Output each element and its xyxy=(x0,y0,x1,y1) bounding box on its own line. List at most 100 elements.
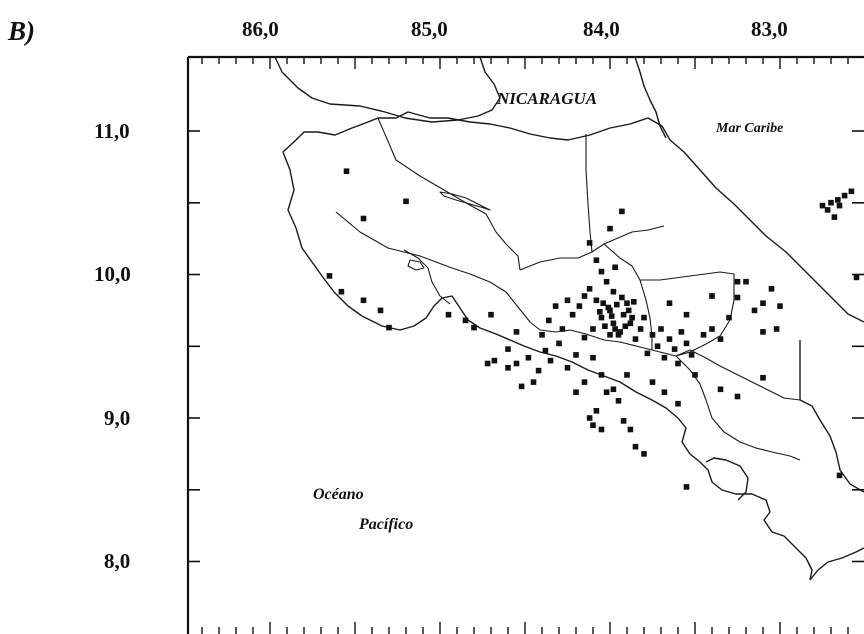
lat-tick-label-10: 10,0 xyxy=(94,262,131,286)
epicenter-marker xyxy=(622,323,629,329)
epicenter-marker xyxy=(819,202,826,209)
epicenter-marker xyxy=(831,214,838,220)
epicenter-marker xyxy=(620,311,627,318)
province-boundary-8 xyxy=(675,349,801,401)
epicenter-marker xyxy=(605,304,612,311)
epicenter-marker xyxy=(576,303,583,309)
map-frame xyxy=(186,55,864,634)
epicenter-marker xyxy=(491,357,498,364)
epicenter-marker xyxy=(841,192,848,199)
epicenter-marker xyxy=(581,293,588,299)
epicenter-marker xyxy=(625,307,632,314)
epicenter-marker xyxy=(610,386,617,393)
epicenter-marker xyxy=(542,347,549,354)
epicenter-marker xyxy=(619,294,625,301)
epicenter-marker xyxy=(593,408,600,414)
province-boundary-9 xyxy=(639,279,653,350)
lon-tick-label-83: 83,0 xyxy=(751,17,788,41)
epicenter-marker xyxy=(683,484,690,490)
lake-arenal xyxy=(439,191,491,211)
epicenter-marker xyxy=(556,340,562,347)
lat-tick-label-11: 11,0 xyxy=(94,119,130,143)
epicenter-marker xyxy=(619,208,625,215)
province-boundary-4 xyxy=(519,225,665,271)
epicenter-marker xyxy=(688,352,695,358)
epicenter-marker xyxy=(760,329,766,335)
epicenter-marker xyxy=(835,197,841,203)
epicenter-marker xyxy=(513,360,520,367)
frame-ticks xyxy=(188,57,864,634)
epicenter-marker xyxy=(597,309,603,315)
epicenter-marker xyxy=(692,372,698,378)
label-caribbean-sea: Mar Caribe xyxy=(715,121,783,136)
epicenter-marker xyxy=(678,329,685,335)
epicenter-marker xyxy=(683,340,690,347)
epicenter-marker xyxy=(649,332,656,338)
epicenter-marker xyxy=(666,336,673,342)
gulf-of-nicoya xyxy=(403,249,451,305)
epicenter-marker xyxy=(471,324,477,331)
epicenter-marker xyxy=(614,301,620,308)
epicenter-marker xyxy=(535,367,542,374)
epicenter-marker xyxy=(734,294,741,301)
coastline xyxy=(274,56,864,581)
epicenter-marker xyxy=(386,324,392,331)
epicenter-marker xyxy=(666,300,673,306)
label-pacific-ocean-1: Océano xyxy=(313,486,364,503)
epicenter-marker xyxy=(773,326,780,332)
epicenter-marker xyxy=(581,334,588,341)
epicenter-marker xyxy=(824,207,831,213)
epicenter-marker xyxy=(828,199,834,206)
epicenter-marker xyxy=(717,386,724,393)
epicenter-marker xyxy=(734,393,741,400)
epicenter-marker xyxy=(590,354,596,361)
epicenter-marker xyxy=(654,343,661,349)
epicenter-marker xyxy=(624,300,630,306)
province-boundaries xyxy=(335,117,801,461)
lon-tick-label-85: 85,0 xyxy=(411,17,448,41)
isla-chira xyxy=(407,259,425,271)
lat-tick-label-8: 8,0 xyxy=(104,549,130,573)
osa-peninsula xyxy=(705,457,749,501)
epicenter-marker xyxy=(602,323,608,329)
epicenter-marker xyxy=(581,379,588,385)
province-boundary-5 xyxy=(585,134,593,253)
epicenter-markers xyxy=(326,168,860,490)
epicenter-marker xyxy=(559,326,566,332)
panama-border xyxy=(799,340,864,493)
lon-tick-label-84: 84,0 xyxy=(583,17,620,41)
epicenter-marker xyxy=(620,418,627,424)
lat-tick-label-9: 9,0 xyxy=(104,406,130,430)
province-boundary-2 xyxy=(335,211,471,275)
epicenter-marker xyxy=(717,336,724,342)
epicenter-marker xyxy=(610,288,617,295)
epicenter-marker xyxy=(586,240,593,246)
epicenter-marker xyxy=(518,383,525,390)
lon-tick-label-86: 86,0 xyxy=(242,17,279,41)
epicenter-marker xyxy=(768,286,775,292)
epicenter-marker xyxy=(627,426,634,433)
province-boundary-3 xyxy=(469,273,587,335)
epicenter-marker xyxy=(700,332,707,338)
epicenter-marker xyxy=(836,472,843,479)
epicenter-marker xyxy=(632,443,639,450)
epicenter-marker xyxy=(564,297,571,304)
epicenter-marker xyxy=(607,307,613,314)
epicenter-marker xyxy=(649,379,656,385)
epicenter-marker xyxy=(603,278,610,285)
epicenter-marker xyxy=(836,202,843,209)
epicenter-marker xyxy=(675,400,681,407)
label-pacific-ocean-2: Pacífico xyxy=(358,516,413,533)
epicenter-marker xyxy=(590,326,596,332)
pacific-coast xyxy=(282,151,813,581)
epicenter-marker xyxy=(658,326,664,332)
epicenter-marker xyxy=(709,293,715,299)
epicenter-marker xyxy=(734,278,741,285)
epicenter-marker xyxy=(683,311,690,318)
epicenter-marker xyxy=(726,314,732,321)
epicenter-marker xyxy=(632,336,639,342)
epicenter-marker xyxy=(573,352,579,358)
epicenter-marker xyxy=(360,215,367,222)
epicenter-marker xyxy=(612,264,618,271)
